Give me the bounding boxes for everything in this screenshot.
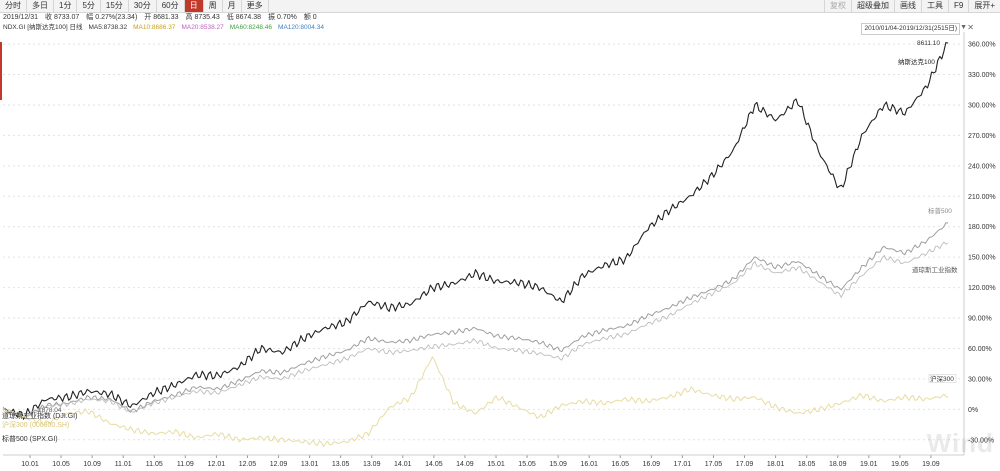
x-tick-label-28: 19.05 (891, 461, 909, 468)
y-tick-label-13: 360.00% (968, 42, 996, 49)
y-tick-label-7: 180.00% (968, 224, 996, 231)
tool-button-3[interactable]: 工具 (920, 0, 948, 12)
x-tick-label-16: 15.05 (518, 461, 536, 468)
x-tick-label-8: 12.09 (270, 461, 288, 468)
x-tick-label-9: 13.01 (301, 461, 319, 468)
ndx-end-value-label: 8611.10 (917, 40, 940, 47)
y-tick-label-2: 30.00% (968, 376, 992, 383)
left-series-label-1: 沪深300 (000300.SH) (2, 420, 69, 429)
info-change: 幅 0.27%(23.34) (86, 14, 138, 21)
series-line-2 (2, 241, 949, 419)
left-edge-marker (0, 42, 2, 100)
tool-button-2[interactable]: 画线 (893, 0, 921, 12)
x-tick-label-18: 16.01 (580, 461, 598, 468)
period-button-6[interactable]: 60分 (157, 0, 185, 12)
y-tick-label-10: 270.00% (968, 133, 996, 140)
x-tick-label-3: 11.01 (115, 461, 132, 468)
period-button-8[interactable]: 周 (204, 0, 223, 12)
date-range-label[interactable]: 2010/01/04-2019/12/31(2515日) (861, 23, 960, 35)
period-button-3[interactable]: 5分 (77, 0, 101, 12)
y-tick-label-0: -30.00% (968, 437, 994, 444)
info-amp: 振 0.70% (268, 14, 297, 21)
y-tick-label-5: 120.00% (968, 285, 996, 292)
series-name-label-2: 道琼斯工业指数 (912, 265, 958, 274)
x-tick-label-25: 18.05 (798, 461, 816, 468)
y-tick-label-9: 240.00% (968, 163, 996, 170)
series-line-3 (2, 356, 949, 447)
info-close: 收 8733.07 (45, 14, 80, 21)
tool-button-4[interactable]: F9 (947, 0, 968, 12)
info-low: 低 8674.38 (226, 14, 262, 21)
period-button-5[interactable]: 30分 (129, 0, 157, 12)
period-button-2[interactable]: 1分 (54, 0, 78, 12)
period-button-1[interactable]: 多日 (27, 0, 54, 12)
x-tick-label-5: 11.09 (177, 461, 194, 468)
wind-watermark: Wind (926, 428, 994, 458)
series-name-label-0: 纳斯达克100 (898, 57, 935, 66)
x-tick-label-19: 16.05 (612, 461, 630, 468)
period-button-4[interactable]: 15分 (101, 0, 129, 12)
ma20-label: MA20:8538.27 (181, 24, 224, 31)
chevron-down-icon[interactable]: ▼ (960, 24, 967, 31)
tool-button-1[interactable]: 超级叠加 (850, 0, 894, 12)
x-tick-label-20: 16.09 (643, 461, 661, 468)
period-toolbar: 分时 多日 1分 5分 15分 30分 60分日周月更多 复权 超级叠加 画线 工具 F9 展开+ (0, 0, 1000, 13)
x-tick-label-17: 15.09 (549, 461, 567, 468)
y-tick-label-4: 90.00% (968, 316, 992, 323)
hs300-label-box (928, 374, 957, 383)
x-tick-label-11: 13.09 (363, 461, 381, 468)
x-tick-label-29: 19.09 (922, 461, 940, 468)
x-tick-label-1: 10.05 (52, 461, 70, 468)
info-open: 开 8681.33 (144, 14, 179, 21)
info-high: 高 8735.43 (185, 14, 220, 21)
ma5-label: MA5:8738.32 (88, 24, 128, 31)
close-icon[interactable]: ✕ (967, 23, 974, 32)
ma120-label: MA120:8004.34 (278, 24, 324, 31)
series-line-0 (2, 41, 949, 420)
y-tick-label-11: 300.00% (968, 102, 996, 109)
y-tick-label-8: 210.00% (968, 194, 996, 201)
y-tick-label-6: 150.00% (968, 255, 996, 262)
x-tick-label-0: 10.01 (21, 461, 39, 468)
ma-legend-row: NDX.GI [纳斯达克100] 日线 MA5:8738.32 MA10:868… (0, 23, 1000, 33)
x-tick-label-22: 17.05 (705, 461, 723, 468)
x-tick-label-7: 12.05 (239, 461, 257, 468)
x-tick-label-15: 15.01 (487, 461, 505, 468)
left-series-label-2: 标普500 (SPX.GI) (2, 434, 58, 443)
info-date: 2019/12/31 (3, 14, 39, 21)
x-tick-label-4: 11.05 (146, 461, 163, 468)
info-vol: 额 0 (303, 14, 317, 21)
x-tick-label-6: 12.01 (208, 461, 226, 468)
series-name-label-1: 标普500 (928, 206, 952, 215)
period-button-10[interactable]: 更多 (242, 0, 269, 12)
tool-button-5[interactable]: 展开+ (968, 0, 1000, 12)
x-tick-label-21: 17.01 (674, 461, 692, 468)
period-button-7[interactable]: 日 (184, 0, 204, 12)
quote-info-row: 2019/12/31 收 8733.07 幅 0.27%(23.34) 开 86… (0, 13, 1000, 23)
ma60-label: MA60:8248.46 (229, 24, 273, 31)
series-name-label-3: 沪深300 (930, 374, 954, 383)
y-tick-label-3: 60.00% (968, 346, 992, 353)
x-tick-label-14: 14.09 (456, 461, 474, 468)
ma10-label: MA10:8686.37 (133, 24, 176, 31)
x-tick-label-23: 17.09 (736, 461, 754, 468)
x-tick-label-12: 14.01 (394, 461, 412, 468)
x-tick-label-27: 19.01 (860, 461, 878, 468)
period-button-0[interactable]: 分时 (0, 0, 27, 12)
start-value-label: 1878.04 (38, 407, 62, 414)
toolbar-right-group: 复权 超级叠加 画线 工具 F9 展开+ (823, 0, 1000, 12)
ma-code: NDX.GI [纳斯达克100] 日线 (3, 24, 83, 31)
y-tick-label-12: 330.00% (968, 72, 996, 79)
x-tick-label-26: 18.09 (829, 461, 847, 468)
x-tick-label-13: 14.05 (425, 461, 443, 468)
series-line-1 (2, 222, 949, 418)
left-series-label-0: 道琼斯工业指数 (DJI.GI) (2, 411, 77, 420)
y-tick-label-1: 0% (968, 407, 978, 414)
x-tick-label-2: 10.09 (83, 461, 101, 468)
tool-button-0[interactable]: 复权 (823, 0, 851, 12)
period-button-9[interactable]: 月 (223, 0, 242, 12)
x-tick-label-24: 18.01 (767, 461, 785, 468)
x-tick-label-10: 13.05 (332, 461, 350, 468)
